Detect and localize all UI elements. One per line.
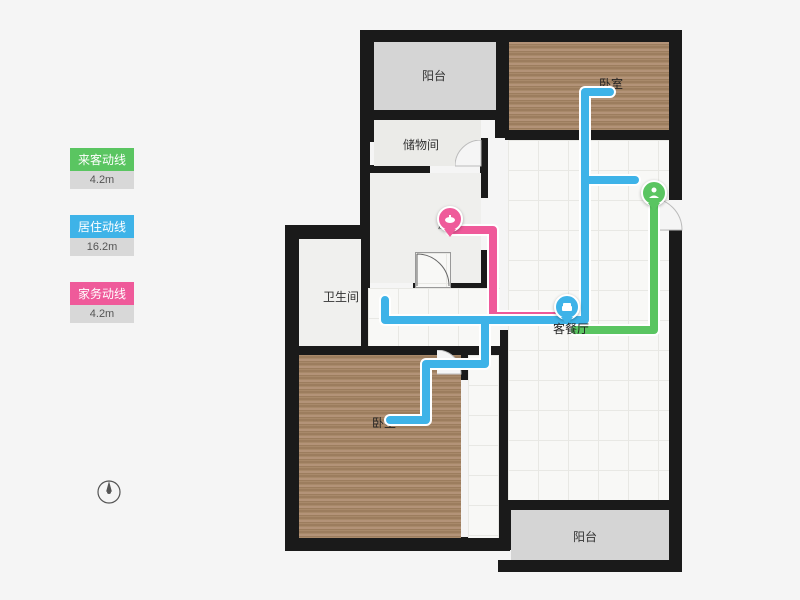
legend-value: 4.2m bbox=[70, 305, 134, 323]
legend: 来客动线 4.2m 居住动线 16.2m 家务动线 4.2m bbox=[70, 148, 134, 349]
legend-item-housework: 家务动线 4.2m bbox=[70, 282, 134, 323]
routes-overlay bbox=[255, 20, 685, 580]
floorplan: 阳台 卧室 储物间 厨房 卫生间 客餐厅 卧室 阳台 bbox=[255, 20, 685, 580]
legend-item-guest: 来客动线 4.2m bbox=[70, 148, 134, 189]
label-living-dining: 客餐厅 bbox=[553, 320, 589, 337]
compass-icon bbox=[95, 478, 123, 506]
legend-label: 家务动线 bbox=[70, 282, 134, 305]
legend-value: 4.2m bbox=[70, 171, 134, 189]
pin-entrance bbox=[641, 180, 667, 214]
route-housework bbox=[450, 230, 563, 316]
pin-kitchen bbox=[437, 206, 463, 240]
legend-label: 来客动线 bbox=[70, 148, 134, 171]
legend-value: 16.2m bbox=[70, 238, 134, 256]
legend-item-living: 居住动线 16.2m bbox=[70, 215, 134, 256]
legend-label: 居住动线 bbox=[70, 215, 134, 238]
